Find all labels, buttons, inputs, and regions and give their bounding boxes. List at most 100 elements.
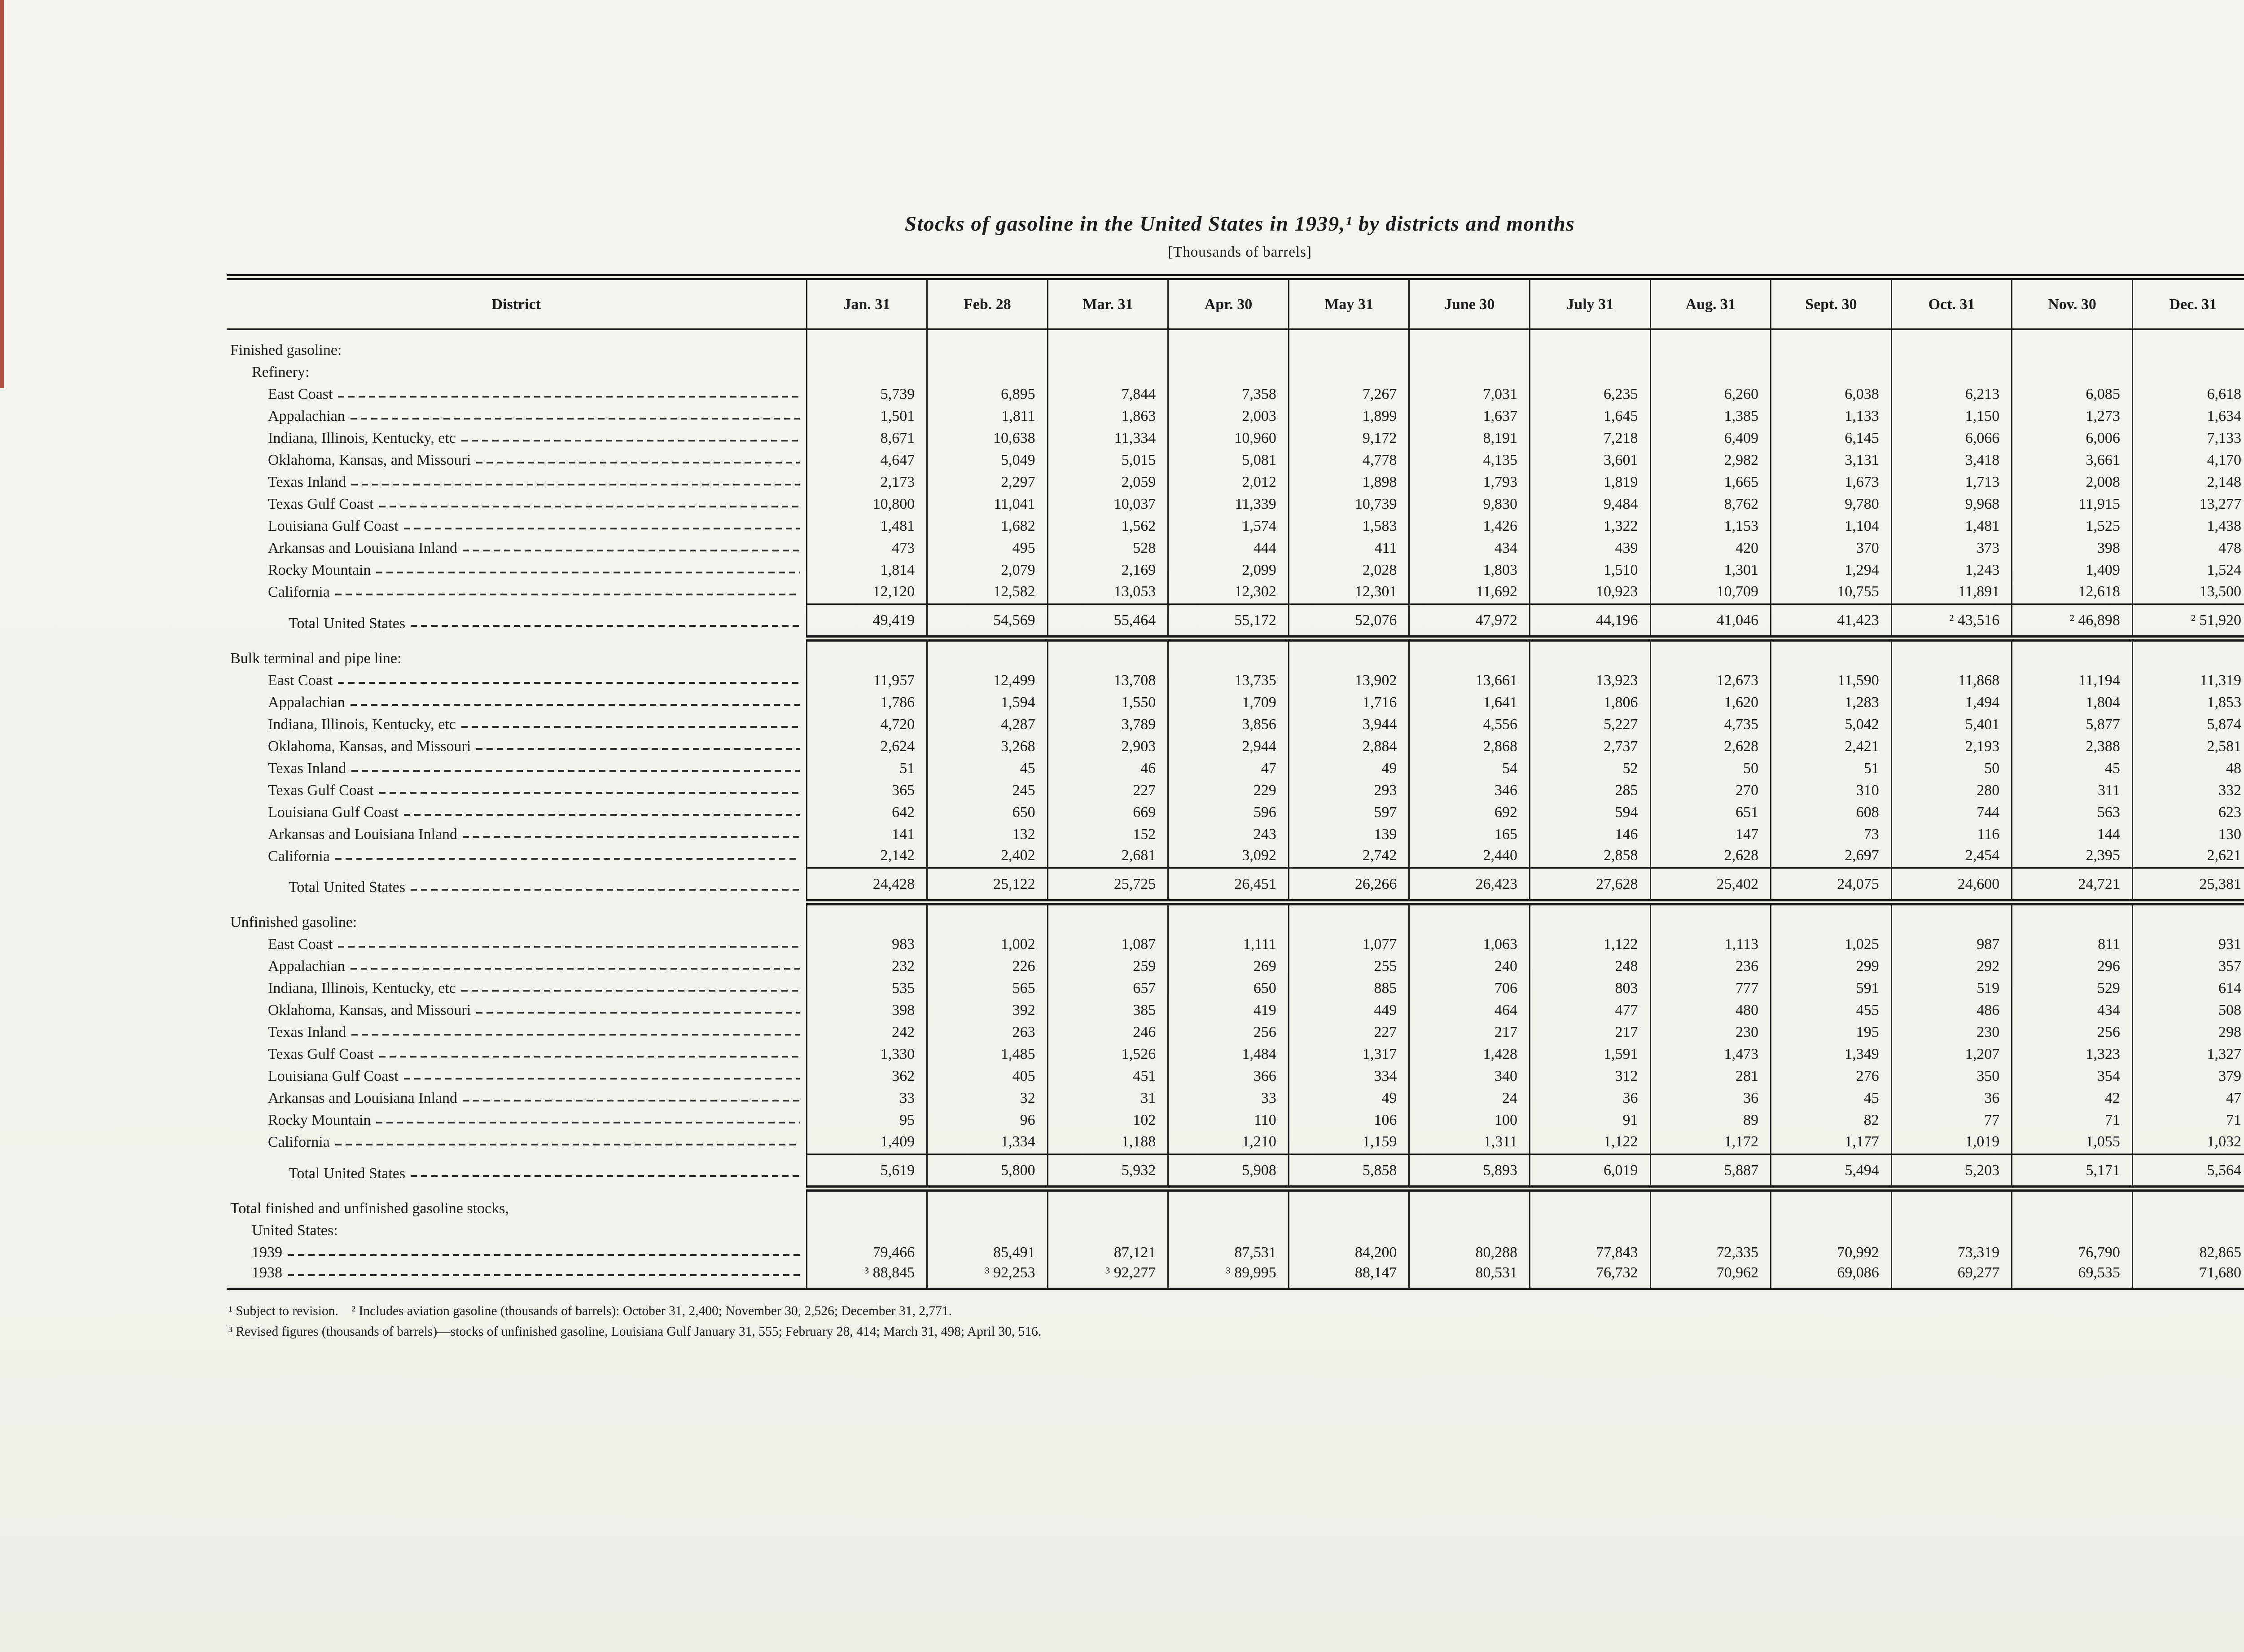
row-label-cell: 1938 <box>227 1264 806 1289</box>
value-cell: 2,624 <box>806 736 927 758</box>
value-cell: 110 <box>1167 1110 1289 1132</box>
value-cell: 33 <box>1167 1088 1289 1110</box>
value-cell: 3,789 <box>1047 714 1168 736</box>
value-cell: 706 <box>1408 978 1530 1000</box>
month-column-header: Sept. 30 <box>1770 277 1892 330</box>
district-data-row: Arkansas and Louisiana Inland 473 495 528 44… <box>227 538 2244 560</box>
row-label: Texas Inland <box>268 760 346 777</box>
dash-leader <box>476 462 800 463</box>
value-cell: 48 <box>2131 758 2244 780</box>
value-cell: 3,661 <box>2011 450 2133 472</box>
empty-cell <box>1770 362 1892 384</box>
value-cell: 255 <box>1288 956 1409 978</box>
value-cell: 473 <box>806 538 927 560</box>
value-cell: 130 <box>2131 824 2244 846</box>
value-cell: 7,133 <box>2131 428 2244 450</box>
empty-cell <box>1408 1188 1530 1220</box>
value-cell: 1,481 <box>806 516 927 538</box>
value-cell: 88,147 <box>1288 1264 1409 1289</box>
value-cell: 3,268 <box>926 736 1048 758</box>
value-cell: 270 <box>1649 780 1771 802</box>
value-cell: 298 <box>2131 1022 2244 1044</box>
value-cell: 25,381 <box>2131 867 2244 905</box>
value-cell: 1,819 <box>1529 472 1651 494</box>
empty-cell <box>2131 638 2244 670</box>
value-cell: 144 <box>2011 824 2133 846</box>
value-cell: 52 <box>1529 758 1651 780</box>
dash-leader <box>403 813 800 816</box>
row-label: Arkansas and Louisiana Inland <box>268 540 458 556</box>
empty-cell <box>1770 1188 1892 1220</box>
value-cell: 47,972 <box>1408 603 1530 642</box>
value-cell: 54 <box>1408 758 1530 780</box>
empty-cell <box>1890 1220 2012 1242</box>
value-cell: 77 <box>1890 1110 2012 1132</box>
row-label: Texas Inland <box>268 474 346 490</box>
value-cell: 230 <box>1890 1022 2012 1044</box>
district-data-row: Arkansas and Louisiana Inland 141 132 152 24… <box>227 824 2244 846</box>
value-cell: 52,076 <box>1288 603 1409 642</box>
row-label: East Coast <box>268 386 333 402</box>
value-cell: 1,525 <box>2011 516 2133 538</box>
gasoline-stocks-table: District Jan. 31 Feb. 28 Mar. 31 Apr. 30 May… <box>227 274 2244 1290</box>
empty-cell <box>1890 362 2012 384</box>
district-data-row: Texas Inland 2,173 2,297 2,059 2,012 1,898 1,7… <box>227 472 2244 494</box>
dash-leader <box>338 946 800 948</box>
empty-cell <box>1288 1188 1409 1220</box>
district-data-row: Appalachian 1,786 1,594 1,550 1,709 1,716 1,64… <box>227 692 2244 714</box>
value-cell: 45 <box>1770 1088 1892 1110</box>
row-label: Total United States <box>289 615 406 632</box>
value-cell: 1,409 <box>806 1132 927 1154</box>
row-label: California <box>268 1134 330 1150</box>
value-cell: 5,877 <box>2011 714 2133 736</box>
row-label-cell: Indiana, Illinois, Kentucky, etc <box>227 978 806 1000</box>
empty-cell <box>1529 902 1651 934</box>
empty-cell <box>1529 638 1651 670</box>
row-label: Oklahoma, Kansas, and Missouri <box>268 452 471 468</box>
value-cell: 477 <box>1529 1000 1651 1022</box>
value-cell: 5,494 <box>1770 1153 1892 1192</box>
value-cell: 1,811 <box>926 406 1048 428</box>
empty-cell <box>926 329 1048 362</box>
value-cell: 563 <box>2011 802 2133 824</box>
row-label-cell: Finished gasoline: <box>227 329 806 362</box>
value-cell: 2,858 <box>1529 846 1651 868</box>
value-cell: 535 <box>806 978 927 1000</box>
row-label: Arkansas and Louisiana Inland <box>268 826 458 843</box>
value-cell: 45 <box>926 758 1048 780</box>
empty-cell <box>1770 902 1892 934</box>
value-cell: 528 <box>1047 538 1168 560</box>
value-cell: 10,800 <box>806 494 927 516</box>
value-cell: 1,804 <box>2011 692 2133 714</box>
empty-cell <box>1408 638 1530 670</box>
value-cell: 591 <box>1770 978 1892 1000</box>
empty-cell <box>2011 638 2133 670</box>
value-cell: 2,737 <box>1529 736 1651 758</box>
value-cell: 669 <box>1047 802 1168 824</box>
value-cell: 623 <box>2131 802 2244 824</box>
value-cell: 50 <box>1890 758 2012 780</box>
value-cell: 2,742 <box>1288 846 1409 868</box>
value-cell: 2,944 <box>1167 736 1289 758</box>
value-cell: 299 <box>1770 956 1892 978</box>
value-cell: 365 <box>806 780 927 802</box>
dash-leader <box>461 440 800 441</box>
value-cell: ³ 89,995 <box>1167 1264 1289 1289</box>
empty-cell <box>1770 638 1892 670</box>
value-cell: 11,194 <box>2011 670 2133 692</box>
empty-cell <box>1408 1220 1530 1242</box>
footnote-line: ¹ Subject to revision. ² Includes aviati… <box>228 1303 952 1318</box>
value-cell: 141 <box>806 824 927 846</box>
value-cell: 6,145 <box>1770 428 1892 450</box>
row-label-cell: Rocky Mountain <box>227 560 806 582</box>
row-label: Finished gasoline: <box>230 342 342 358</box>
dash-leader <box>476 1012 800 1014</box>
value-cell: 1,709 <box>1167 692 1289 714</box>
value-cell: 1,637 <box>1408 406 1530 428</box>
value-cell: 10,037 <box>1047 494 1168 516</box>
value-cell: 12,499 <box>926 670 1048 692</box>
row-label: Total finished and unfinished gasoline s… <box>230 1200 509 1217</box>
value-cell: 69,277 <box>1890 1264 2012 1289</box>
value-cell: 4,720 <box>806 714 927 736</box>
value-cell: 55,464 <box>1047 603 1168 642</box>
